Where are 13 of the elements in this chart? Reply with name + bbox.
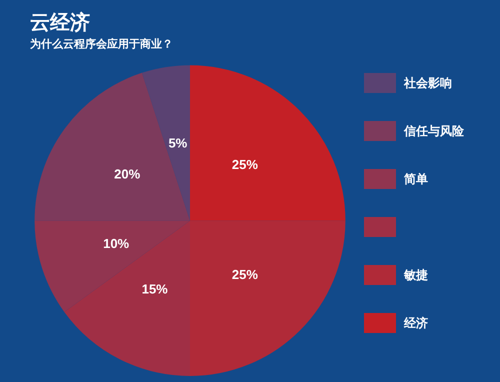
legend-label: 社会影响 bbox=[404, 75, 452, 92]
data-label: 20% bbox=[114, 166, 141, 182]
legend-label: 经济 bbox=[404, 315, 428, 332]
data-label: 15% bbox=[142, 281, 168, 296]
legend-label: 信任与风险 bbox=[404, 123, 464, 140]
data-label: 5% bbox=[168, 135, 188, 150]
legend-label: 敏捷 bbox=[404, 267, 428, 284]
data-label: 10% bbox=[103, 236, 130, 252]
data-label: 25% bbox=[232, 157, 258, 172]
chart-title: 云经济 bbox=[30, 10, 90, 34]
chart-subtitle: 为什么云程序会应用于商业？ bbox=[30, 37, 173, 50]
data-label: 25% bbox=[232, 267, 258, 282]
legend-label: 简单 bbox=[404, 171, 428, 188]
